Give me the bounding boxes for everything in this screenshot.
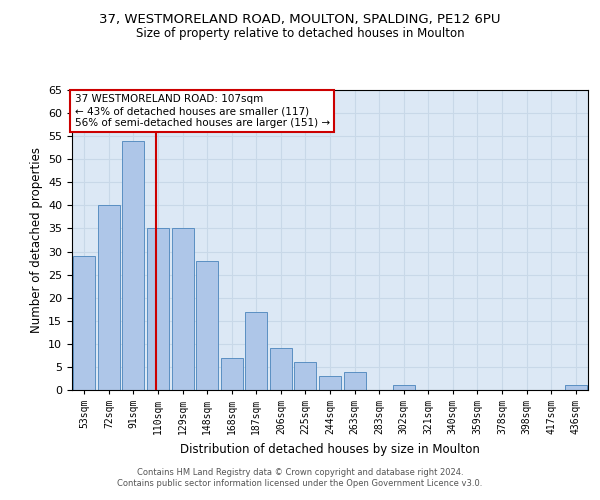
Bar (319, 376, 341, 390)
Bar (344, 372, 365, 390)
X-axis label: Distribution of detached houses by size in Moulton: Distribution of detached houses by size … (180, 442, 480, 456)
Bar (122, 141, 145, 390)
Text: Contains HM Land Registry data © Crown copyright and database right 2024.
Contai: Contains HM Land Registry data © Crown c… (118, 468, 482, 487)
Text: 37, WESTMORELAND ROAD, MOULTON, SPALDING, PE12 6PU: 37, WESTMORELAND ROAD, MOULTON, SPALDING… (99, 12, 501, 26)
Text: Size of property relative to detached houses in Moulton: Size of property relative to detached ho… (136, 28, 464, 40)
Bar (392, 386, 415, 390)
Bar (295, 362, 316, 390)
Bar (98, 206, 120, 390)
Bar (196, 261, 218, 390)
Bar (147, 228, 169, 390)
Bar (73, 256, 95, 390)
Bar (172, 228, 194, 390)
Bar (270, 348, 292, 390)
Bar (565, 386, 587, 390)
Bar (221, 358, 243, 390)
Bar (245, 312, 268, 390)
Y-axis label: Number of detached properties: Number of detached properties (29, 147, 43, 333)
Text: 37 WESTMORELAND ROAD: 107sqm
← 43% of detached houses are smaller (117)
56% of s: 37 WESTMORELAND ROAD: 107sqm ← 43% of de… (74, 94, 330, 128)
